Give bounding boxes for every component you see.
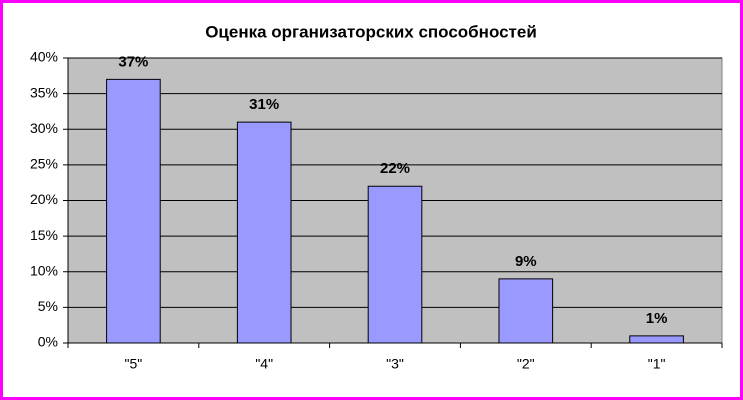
y-tick-label: 25%	[30, 156, 58, 172]
bar	[236, 121, 292, 344]
y-tick-label: 35%	[30, 84, 58, 100]
y-tick-label: 15%	[30, 227, 58, 243]
y-tick-label: 0%	[38, 334, 58, 350]
value-label: 37%	[118, 53, 148, 70]
value-label: 31%	[249, 96, 279, 113]
x-tick-label: "2"	[517, 356, 535, 372]
value-label: 1%	[646, 310, 668, 327]
y-tick-label: 20%	[30, 191, 58, 207]
y-tick-label: 5%	[38, 298, 58, 314]
value-label: 9%	[515, 253, 537, 270]
y-tick-label: 10%	[30, 262, 58, 278]
bar	[498, 278, 554, 344]
bar	[106, 78, 161, 344]
value-label: 22%	[380, 160, 410, 177]
x-tick-label: "1"	[648, 356, 666, 372]
y-tick-label: 30%	[30, 120, 58, 136]
x-tick-label: "4"	[255, 356, 273, 372]
x-tick-label: "3"	[386, 356, 404, 372]
x-tick-label: "5"	[125, 356, 143, 372]
chart-title: Оценка организаторских способностей	[205, 22, 537, 41]
y-tick-label: 40%	[30, 49, 58, 65]
bar	[629, 335, 684, 344]
bar	[367, 185, 423, 344]
